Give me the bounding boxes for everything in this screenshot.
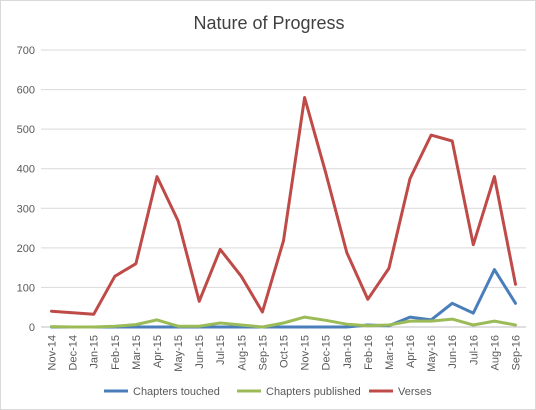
y-tick-label: 700 [17,45,35,57]
legend-label-verses: Verses [398,386,432,398]
x-tick-label: Aug-15 [236,335,248,370]
x-tick-label: May-16 [426,335,438,372]
legend-label-chapters-touched: Chapters touched [133,386,220,398]
legend: Chapters touched Chapters published Verses [104,386,432,398]
x-tick-label: Jan-16 [342,335,354,369]
x-tick-label: Mar-15 [131,335,143,370]
series-line-chapters-touched [50,268,517,329]
x-tick-label: Jan-15 [89,335,101,369]
x-tick-label: May-15 [173,335,185,372]
axes: 0 100 200 300 400 500 600 700 Nov-14 Dec-14 Jan-15… [17,45,526,372]
x-tick-label: Feb-15 [110,335,122,370]
y-tick-label: 500 [17,124,35,136]
x-tick-label: Mar-16 [384,335,396,370]
y-tick-label: 600 [17,85,35,97]
x-tick-label: Jun-15 [194,335,206,369]
y-tick-label: 400 [17,164,35,176]
x-tick-label: Dec-15 [321,335,333,370]
x-tick-label: Feb-16 [363,335,375,370]
legend-label-chapters-published: Chapters published [266,386,361,398]
x-tick-label: Jun-16 [447,335,459,369]
x-tick-label: Oct-15 [279,335,291,368]
x-tick-label: Aug-16 [489,335,501,370]
x-tick-label: Apr-15 [152,335,164,368]
x-tick-label: Sep-16 [510,335,522,370]
x-tick-label: Jul-15 [215,335,227,365]
y-tick-label: 300 [17,203,35,215]
x-tick-label: Apr-16 [405,335,417,368]
y-tick-label: 100 [17,282,35,294]
series-lines [50,96,517,329]
x-tick-label: Jul-16 [468,335,480,365]
x-tick-label: Dec-14 [68,335,80,370]
y-tick-label: 0 [29,322,35,334]
x-tick-label: Sep-15 [257,335,269,370]
gridlines [41,49,526,288]
series-line-chapters-published [50,315,517,329]
y-tick-label: 200 [17,243,35,255]
series-line-verses [50,96,517,316]
chart-title: Nature of Progress [193,13,344,33]
x-tick-label: Nov-15 [300,335,312,370]
x-tick-label: Nov-14 [47,335,59,370]
